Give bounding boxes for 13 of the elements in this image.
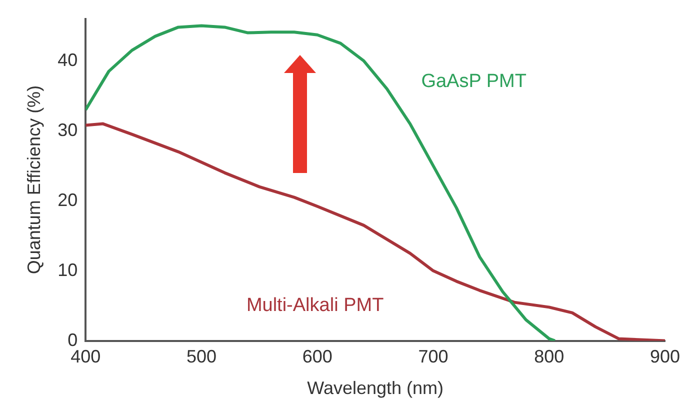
x-tick-label: 900 xyxy=(650,346,680,367)
y-tick-label: 20 xyxy=(58,190,78,210)
y-tick-label: 40 xyxy=(58,50,78,70)
x-tick-label: 600 xyxy=(302,346,332,367)
x-tick-label: 500 xyxy=(186,346,217,367)
x-tick-label: 700 xyxy=(418,346,448,367)
y-tick-label: 10 xyxy=(58,260,78,280)
series-label: GaAsP PMT xyxy=(421,71,527,92)
y-tick-label: 30 xyxy=(58,120,78,140)
y-axis-title: Quantum Efficiency (%) xyxy=(24,85,44,274)
text: Multi-Alkali PMT xyxy=(246,295,384,316)
x-axis-title: Wavelength (nm) xyxy=(307,378,444,398)
x-tick-label: 800 xyxy=(534,346,564,367)
